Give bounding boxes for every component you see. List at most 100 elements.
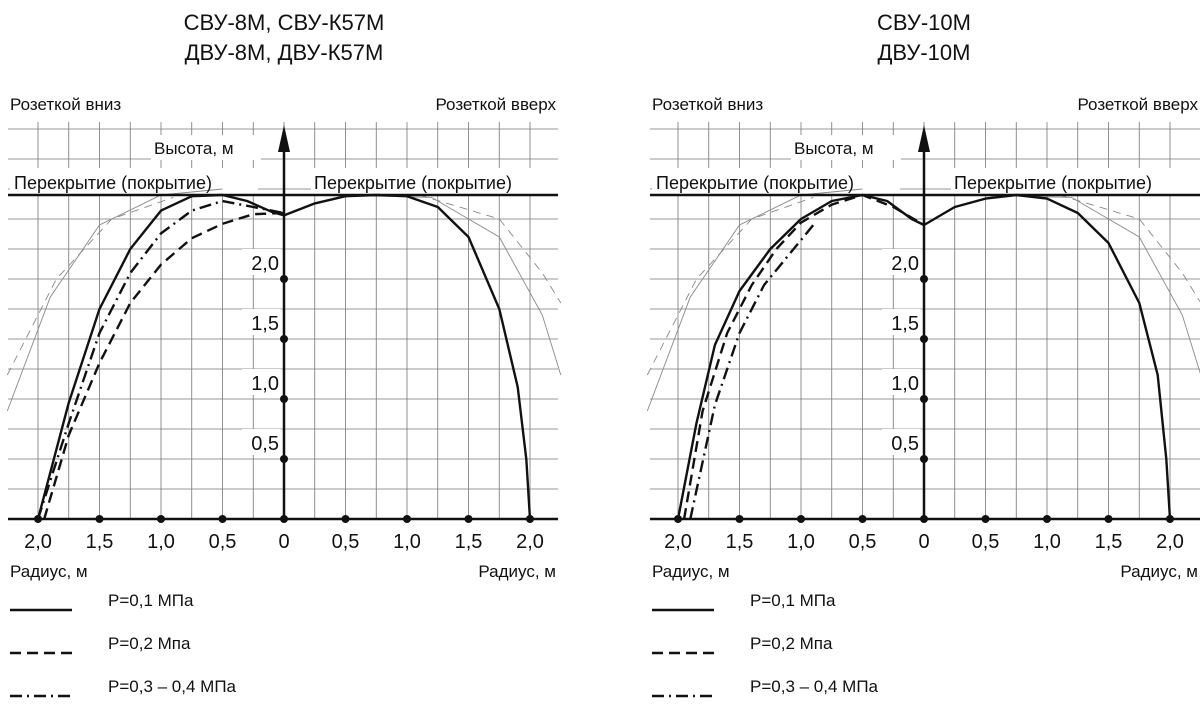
x-tick-dot (981, 515, 990, 523)
y-tick-dot (280, 455, 288, 463)
y-tick-dot (280, 395, 288, 403)
x-tick-dot (858, 515, 867, 523)
x-tick-dot (403, 515, 411, 523)
label-mask (10, 168, 258, 196)
legend-label: P=0,3 – 0,4 МПа (108, 677, 237, 696)
y-tick-label: 0,5 (891, 433, 919, 455)
x-tick-dot (157, 515, 165, 523)
x-tick-dot (735, 515, 744, 523)
x-tick-dot (280, 515, 288, 523)
series-line (36, 193, 532, 520)
x-tick-label: 2,0 (664, 531, 692, 553)
y-tick-label: 1,0 (251, 373, 279, 395)
left-side-label: Розеткой вниз (10, 95, 121, 114)
y-tick-label: 1,0 (891, 373, 919, 395)
series-line (43, 211, 285, 520)
y-axis-label: Высота, м (794, 139, 874, 158)
y-tick-label: 0,5 (251, 433, 279, 455)
x-tick-label: 0,5 (972, 531, 1000, 553)
envelope-curve (646, 196, 814, 376)
x-axis-label-left: Радиус, м (10, 562, 88, 581)
y-tick-dot (280, 335, 288, 343)
label-mask (242, 429, 281, 455)
chart-1: СВУ-8М, СВУ-К57М ДВУ-8М, ДВУ-К57М Розеткой… (6, 10, 562, 698)
x-tick-label: 0,5 (209, 531, 237, 553)
x-tick-label: 2,0 (516, 531, 544, 553)
y-tick-dot (920, 335, 928, 343)
label-mask (242, 309, 281, 335)
x-tick-label: 0 (918, 531, 929, 553)
ceiling-label-left: Перекрытие (покрытие) (656, 173, 854, 193)
x-tick-dot (674, 515, 682, 523)
x-tick-label: 0 (278, 531, 289, 553)
y-tick-label: 2,0 (891, 253, 919, 275)
x-tick-dot (1043, 515, 1051, 523)
y-tick-dot (920, 395, 928, 403)
x-tick-label: 1,0 (1033, 531, 1061, 553)
right-side-label: Розеткой вверх (435, 95, 556, 114)
chart-title-line: СВУ-10М (877, 10, 971, 35)
legend-label: P=0,1 МПа (750, 591, 836, 610)
y-axis-label: Высота, м (154, 139, 234, 158)
series-line (682, 193, 925, 520)
x-tick-dot (1104, 515, 1113, 523)
envelope-curve (419, 194, 562, 304)
label-mask (151, 135, 261, 160)
series-line (36, 199, 285, 520)
envelope-curve (1059, 194, 1200, 303)
label-mask (882, 309, 921, 335)
label-mask (882, 249, 921, 275)
y-tick-label: 1,5 (891, 313, 919, 335)
legend-label: P=0,1 МПа (108, 591, 194, 610)
left-side-label: Розеткой вниз (652, 95, 763, 114)
label-mask (242, 249, 281, 275)
chart-title-line: ДВУ-10М (878, 40, 971, 65)
right-side-label: Розеткой вверх (1077, 95, 1198, 114)
label-mask (242, 369, 281, 395)
x-axis-label-right: Радиус, м (1120, 562, 1198, 581)
x-tick-dot (95, 515, 104, 523)
legend-label: P=0,2 Мпа (108, 634, 191, 653)
x-tick-dot (526, 515, 534, 523)
x-tick-dot (218, 515, 227, 523)
chart-2: СВУ-10М ДВУ-10М Розеткой вниз Розеткой ввер… (646, 10, 1200, 698)
legend-label: P=0,3 – 0,4 МПа (750, 677, 879, 696)
x-axis-label-right: Радиус, м (478, 562, 556, 581)
label-mask (652, 168, 900, 196)
envelope-curve (6, 188, 223, 412)
label-mask (951, 168, 1200, 196)
chart-title-line: ДВУ-8М, ДВУ-К57М (185, 40, 384, 65)
x-tick-dot (341, 515, 350, 523)
envelope-curve (6, 196, 174, 376)
y-tick-dot (920, 455, 928, 463)
series-line (689, 224, 815, 520)
x-tick-label: 0,5 (849, 531, 877, 553)
x-tick-label: 1,5 (455, 531, 483, 553)
y-tick-label: 2,0 (251, 253, 279, 275)
ceiling-label-right: Перекрытие (покрытие) (954, 173, 1152, 193)
y-axis-arrow (918, 125, 930, 152)
ceiling-label-right: Перекрытие (покрытие) (314, 173, 512, 193)
x-tick-label: 1,0 (147, 531, 175, 553)
x-tick-label: 2,0 (1156, 531, 1184, 553)
x-tick-label: 1,5 (1095, 531, 1123, 553)
y-tick-dot (280, 275, 288, 283)
x-tick-dot (1166, 515, 1174, 523)
x-tick-label: 2,0 (24, 531, 52, 553)
y-tick-dot (920, 275, 928, 283)
x-tick-dot (920, 515, 928, 523)
x-tick-label: 1,5 (726, 531, 754, 553)
x-axis-label-left: Радиус, м (652, 562, 730, 581)
x-tick-label: 1,0 (787, 531, 815, 553)
label-mask (791, 135, 901, 160)
envelope-curve (646, 188, 863, 412)
label-mask (882, 429, 921, 455)
x-tick-dot (34, 515, 42, 523)
label-mask (311, 168, 558, 196)
x-tick-label: 1,0 (393, 531, 421, 553)
y-axis-arrow (278, 125, 290, 152)
x-tick-label: 1,5 (86, 531, 114, 553)
ceiling-label-left: Перекрытие (покрытие) (14, 173, 212, 193)
legend-label: P=0,2 Мпа (750, 634, 833, 653)
